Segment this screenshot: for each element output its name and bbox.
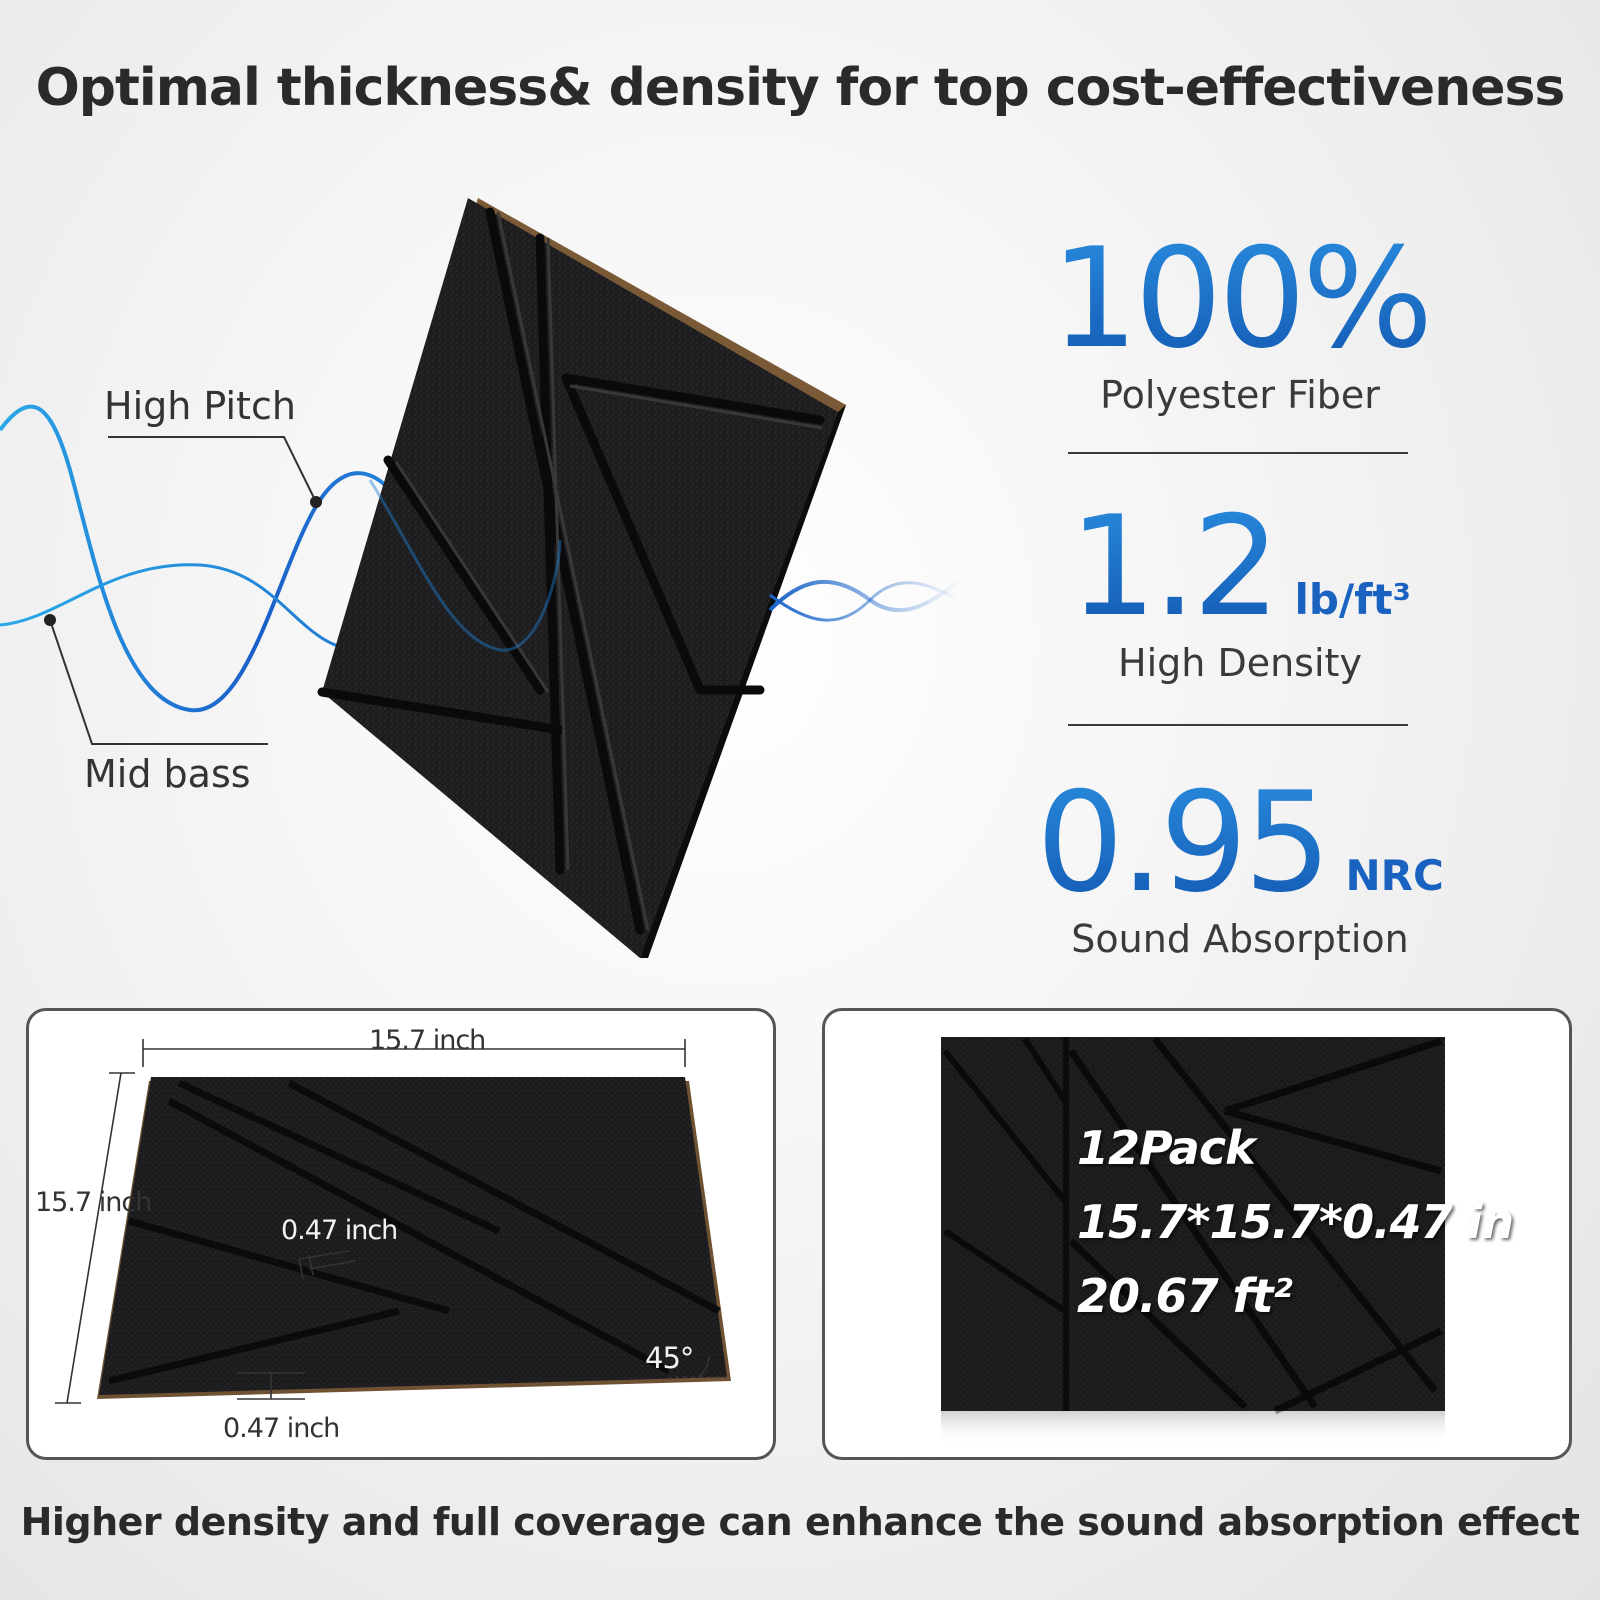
pack-size: 15.7*15.7*0.47 in [1077,1195,1514,1249]
stat-divider [1068,452,1408,454]
stat-caption: Polyester Fiber [1100,373,1380,417]
pack-card: 12Pack 15.7*15.7*0.47 in 20.67 ft² [822,1008,1572,1460]
pack-area: 20.67 ft² [1077,1269,1293,1323]
thickness-dimension: 0.47 inch [223,1413,340,1444]
stat-polyester: 100% Polyester Fiber [1000,218,1480,417]
height-dimension: 15.7 inch [35,1187,152,1218]
dimension-diagram [55,1039,731,1404]
stat-value: 100% [1050,218,1434,379]
width-dimension: 15.7 inch [369,1025,486,1056]
stat-value: 1.2 [1068,486,1280,647]
mid-bass-label: Mid bass [84,752,251,796]
stat-unit: lb/ft³ [1294,575,1411,624]
groove-depth-dimension: 0.47 inch [281,1215,398,1246]
angle-dimension: 45° [645,1341,694,1375]
stat-value: 0.95 [1036,762,1331,923]
stat-nrc: 0.95 NRC Sound Absorption [1000,762,1480,961]
dimensions-card: 15.7 inch 15.7 inch 0.47 inch 0.47 inch … [26,1008,776,1460]
stat-caption: Sound Absorption [1071,917,1409,961]
panel-stack [941,1036,1445,1445]
stat-unit: NRC [1345,851,1444,900]
high-pitch-label: High Pitch [104,384,296,428]
acoustic-panel-hero [322,198,838,958]
pack-count: 12Pack [1077,1121,1256,1175]
hero-illustration [0,198,962,958]
page-title: Optimal thickness& density for top cost-… [35,58,1566,118]
stat-caption: High Density [1118,641,1362,685]
stat-density: 1.2 lb/ft³ High Density [1000,486,1480,685]
stat-divider [1068,724,1408,726]
footer-tagline: Higher density and full coverage can enh… [20,1500,1580,1544]
